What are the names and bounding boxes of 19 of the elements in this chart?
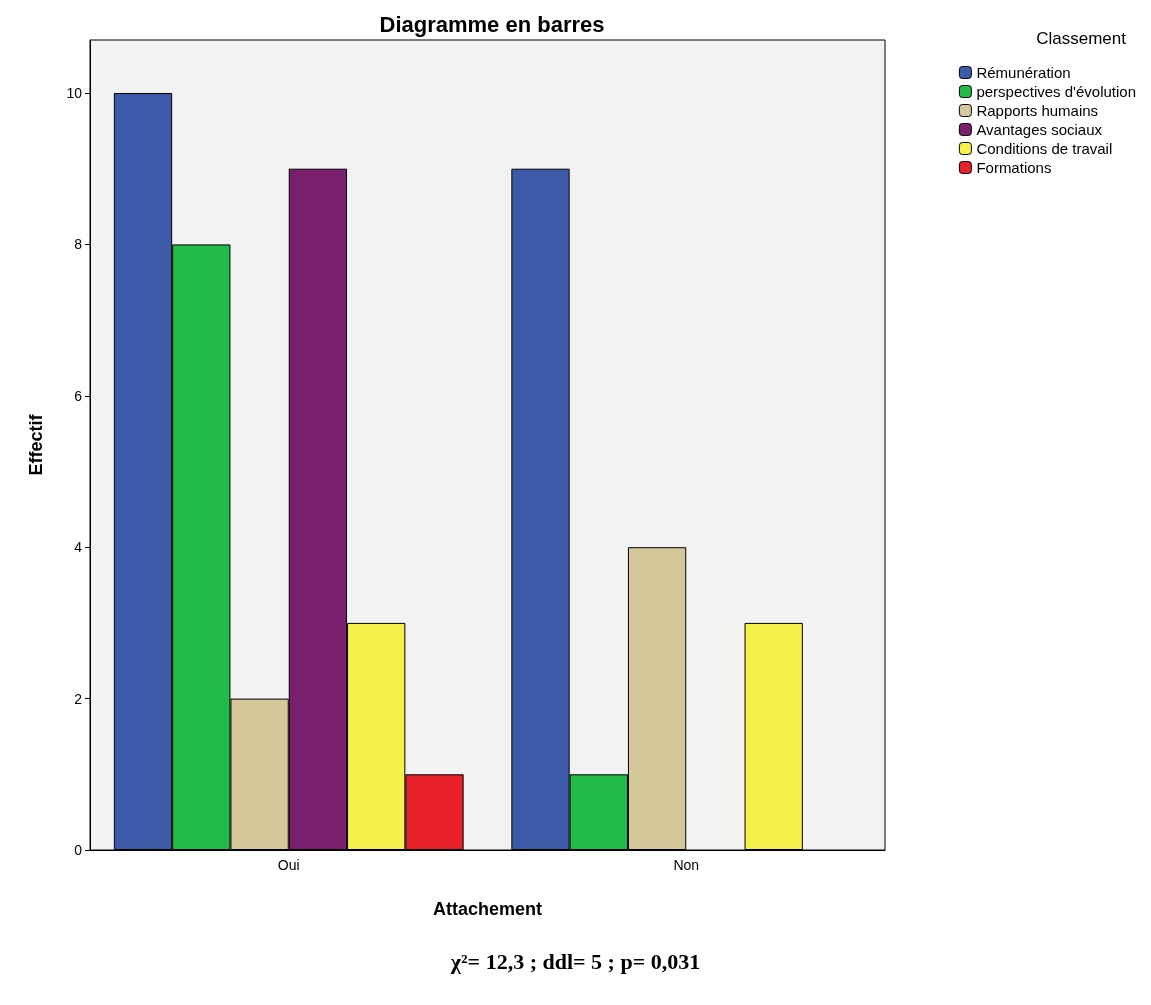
y-tick-label: 0	[74, 842, 83, 858]
legend-label: Rapports humains	[976, 102, 1099, 119]
y-tick-label: 8	[74, 236, 83, 253]
y-axis-title: Effectif	[26, 413, 46, 476]
text: χ²= 12,3 ; ddl= 5 ; p= 0,031	[449, 948, 701, 974]
y-tick-label: 10	[66, 84, 83, 101]
x-axis-title: Attachement	[432, 899, 543, 919]
legend-label: Rémunération	[976, 64, 1071, 81]
legend-title: Classement	[1036, 29, 1127, 48]
legend-label: Avantages sociaux	[976, 121, 1103, 138]
x-tick-label: Non	[673, 857, 700, 873]
y-tick-label: 2	[74, 690, 83, 707]
legend-label: Conditions de travail	[976, 140, 1113, 157]
y-tick-label: 6	[74, 387, 83, 404]
legend-label: perspectives d'évolution	[976, 83, 1136, 100]
y-tick-label: 4	[74, 539, 83, 556]
chart-title: Diagramme en barres	[379, 11, 605, 37]
x-tick-label: Oui	[277, 857, 300, 873]
legend-label: Formations	[976, 159, 1052, 176]
